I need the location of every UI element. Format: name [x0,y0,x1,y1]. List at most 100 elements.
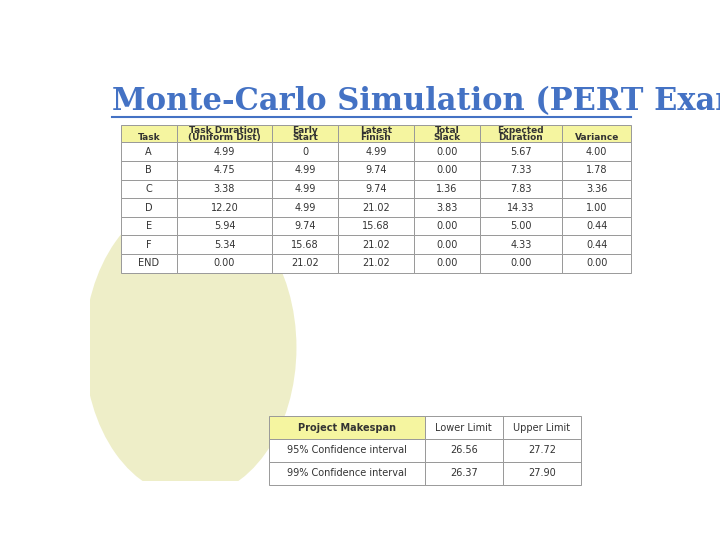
Text: 4.99: 4.99 [214,147,235,157]
Text: 21.02: 21.02 [292,259,319,268]
Text: 4.00: 4.00 [586,147,608,157]
Text: 5.67: 5.67 [510,147,532,157]
Bar [480,161,562,180]
Text: 21.02: 21.02 [362,259,390,268]
Text: 21.02: 21.02 [362,240,390,250]
Bar [338,180,414,198]
Bar [272,180,338,198]
Text: 0.00: 0.00 [586,259,608,268]
Bar [176,161,272,180]
Text: 5.34: 5.34 [214,240,235,250]
Text: Slack: Slack [433,133,460,142]
Bar [480,143,562,161]
Text: 0: 0 [302,147,308,157]
Bar [562,143,631,161]
Text: 4.75: 4.75 [214,165,235,176]
Text: 0.00: 0.00 [214,259,235,268]
Bar [176,180,272,198]
Text: 0.44: 0.44 [586,221,608,231]
Text: 0.00: 0.00 [436,147,457,157]
Text: 7.33: 7.33 [510,165,531,176]
Text: Project Makespan: Project Makespan [297,423,396,433]
Text: 21.02: 21.02 [362,202,390,213]
Text: 0.44: 0.44 [586,240,608,250]
Bar [176,125,272,143]
Text: Task: Task [138,133,160,142]
Bar [338,198,414,217]
Text: 15.68: 15.68 [362,221,390,231]
Bar [414,235,480,254]
Bar [562,235,631,254]
Bar [269,416,425,439]
Text: 95% Confidence interval: 95% Confidence interval [287,446,407,455]
Text: 9.74: 9.74 [365,184,387,194]
Bar [269,439,425,462]
Text: 4.99: 4.99 [365,147,387,157]
Bar [425,416,503,439]
Text: 15.68: 15.68 [292,240,319,250]
Text: 5.00: 5.00 [510,221,531,231]
Text: Variance: Variance [575,133,619,142]
Bar [121,143,176,161]
Text: 9.74: 9.74 [294,221,316,231]
Text: 4.99: 4.99 [294,184,316,194]
Text: 7.83: 7.83 [510,184,531,194]
Text: Lower Limit: Lower Limit [436,423,492,433]
Text: 5.94: 5.94 [214,221,235,231]
Bar [272,161,338,180]
Text: 99% Confidence interval: 99% Confidence interval [287,468,407,478]
Text: 1.78: 1.78 [586,165,608,176]
Text: D: D [145,202,153,213]
Bar [121,254,176,273]
Text: 14.33: 14.33 [507,202,535,213]
Bar [480,125,562,143]
Text: A: A [145,147,152,157]
Ellipse shape [84,198,297,497]
Bar [121,161,176,180]
Bar [503,416,581,439]
Bar [414,161,480,180]
Bar [562,180,631,198]
Text: 27.90: 27.90 [528,468,556,478]
Bar [414,217,480,235]
Bar [121,217,176,235]
Text: 9.74: 9.74 [365,165,387,176]
Bar [414,143,480,161]
Text: E: E [145,221,152,231]
Text: B: B [145,165,152,176]
Text: Start: Start [292,133,318,142]
Text: 3.83: 3.83 [436,202,457,213]
Text: Upper Limit: Upper Limit [513,423,570,433]
Text: 3.38: 3.38 [214,184,235,194]
Bar [176,254,272,273]
Bar [562,125,631,143]
Text: Monte-Carlo Simulation (PERT Example 1): Monte-Carlo Simulation (PERT Example 1) [112,85,720,117]
Text: 1.00: 1.00 [586,202,608,213]
Bar [414,125,480,143]
Text: Latest: Latest [360,126,392,136]
Bar [272,198,338,217]
Bar [272,143,338,161]
Bar [121,180,176,198]
Bar [272,125,338,143]
Text: Finish: Finish [361,133,392,142]
Text: 26.37: 26.37 [450,468,478,478]
Bar [414,180,480,198]
Text: 1.36: 1.36 [436,184,457,194]
Bar [503,462,581,485]
Bar [414,198,480,217]
Text: 27.72: 27.72 [528,446,556,455]
Bar [503,439,581,462]
Bar [338,125,414,143]
Bar [338,143,414,161]
Text: 4.99: 4.99 [294,165,316,176]
Bar [176,235,272,254]
Text: 4.99: 4.99 [294,202,316,213]
Text: (Uniform Dist): (Uniform Dist) [188,133,261,142]
Text: C: C [145,184,152,194]
Text: Task Duration: Task Duration [189,126,260,136]
Text: Early: Early [292,126,318,136]
Bar [480,217,562,235]
Text: 3.36: 3.36 [586,184,608,194]
Text: Expected: Expected [498,126,544,136]
